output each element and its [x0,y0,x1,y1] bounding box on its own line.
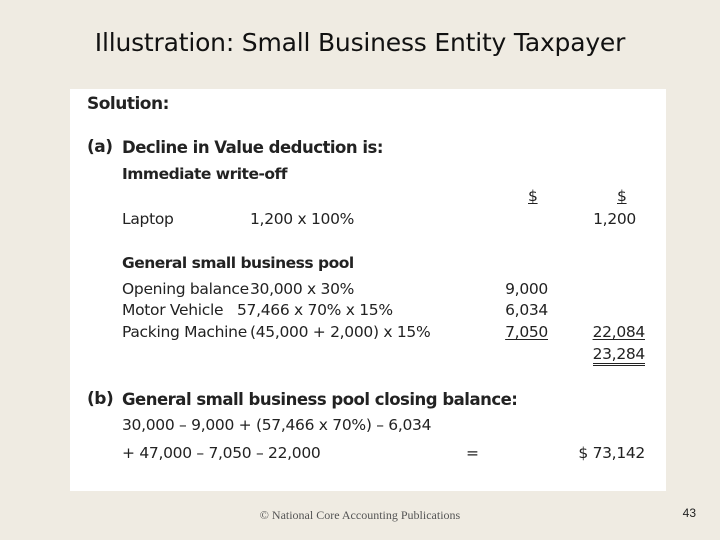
pool-subtotal: 22,084 [592,323,646,341]
laptop-label: Laptop [122,210,174,228]
pool-heading: General small business pool [122,254,354,272]
laptop-calc: 1,200 x 100% [250,210,355,228]
packing-machine-amount: 7,050 [505,323,548,341]
packing-machine-label: Packing Machine [122,323,247,341]
packing-machine-calc: (45,000 + 2,000) x 15% [250,323,431,341]
solution-heading: Solution: [87,94,169,114]
total-deduction: 23,284 [592,345,645,366]
part-b-heading: General small business pool closing bala… [122,390,518,409]
column-2-header: $ [617,187,627,205]
slide-title: Illustration: Small Business Entity Taxp… [94,28,626,57]
part-b-label: (b) [87,389,114,409]
closing-balance-line-1: 30,000 – 9,000 + (57,466 x 70%) – 6,034 [122,416,432,434]
opening-balance-amount: 9,000 [505,280,548,298]
motor-vehicle-calc: 57,466 x 70% x 15% [237,301,393,319]
part-a-subheading: Immediate write-off [122,165,288,183]
opening-balance-label: Opening balance [122,280,249,298]
part-a-heading: Decline in Value deduction is: [122,138,383,157]
opening-balance-calc: 30,000 x 30% [250,280,355,298]
laptop-amount: 1,200 [593,210,636,228]
equals-sign: = [466,444,479,462]
closing-balance-result: $ 73,142 [578,444,645,462]
solution-panel: Solution: (a) Decline in Value deduction… [70,89,666,491]
copyright-footer: © National Core Accounting Publications [259,508,461,522]
closing-balance-line-2: + 47,000 – 7,050 – 22,000 [122,444,321,462]
motor-vehicle-amount: 6,034 [505,301,548,319]
part-a-label: (a) [87,137,113,157]
page-number: 43 [682,506,696,520]
column-1-header: $ [528,187,538,205]
motor-vehicle-label: Motor Vehicle [122,301,224,319]
